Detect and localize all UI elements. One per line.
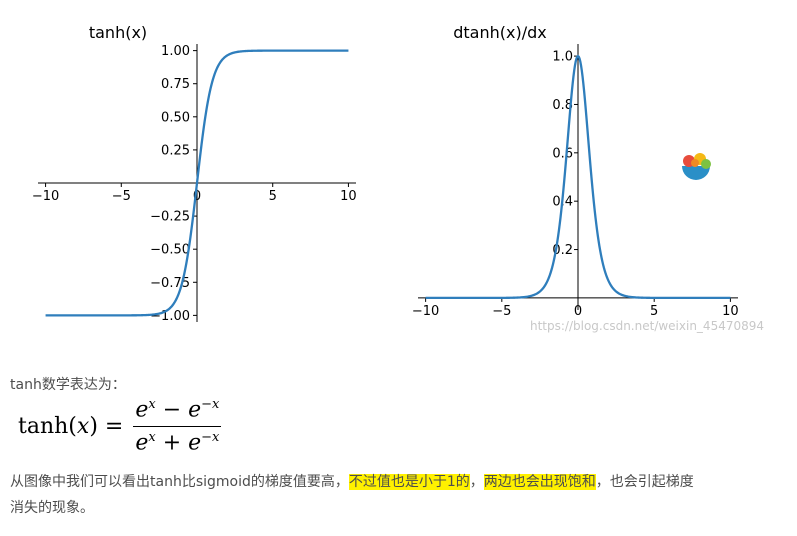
x-tick-label: 5 bbox=[269, 189, 277, 204]
x-tick-label: 5 bbox=[650, 304, 658, 319]
x-tick-label: 10 bbox=[340, 189, 357, 204]
x-tick-label: −5 bbox=[492, 304, 511, 319]
formula-lhs: tanh(x) = bbox=[18, 413, 124, 439]
series-line bbox=[425, 54, 731, 300]
y-tick-label: 1.00 bbox=[161, 44, 190, 59]
y-tick-label: 0.25 bbox=[161, 143, 190, 158]
formula-fraction: ex − e−x ex + e−x bbox=[133, 397, 222, 455]
chart-title: dtanh(x)/dx bbox=[453, 23, 546, 42]
conclusion-line-1: 从图像中我们可以看出tanh比sigmoid的梯度值要高，不过值也是小于1的，两… bbox=[10, 474, 694, 490]
figure: tanh(x)−10 −5 0 5 101.000.750.500.25−0.25−0.… bbox=[32, 23, 764, 333]
y-tick-label: 0.6 bbox=[552, 146, 573, 161]
watermark: https://blog.csdn.net/weixin_45470894 bbox=[530, 319, 764, 333]
formula-denominator: ex + e−x bbox=[135, 429, 220, 455]
x-tick-label: −10 bbox=[32, 189, 59, 204]
x-tick-label: 0 bbox=[574, 304, 582, 319]
x-tick-label: −5 bbox=[112, 189, 131, 204]
y-tick-label: 0.8 bbox=[552, 98, 573, 113]
y-tick-label: 0.75 bbox=[161, 77, 190, 92]
y-tick-label: 1.0 bbox=[552, 50, 573, 65]
y-tick-label: 0.50 bbox=[161, 110, 190, 125]
tanh-formula: tanh(x) = ex − e−x ex + e−x bbox=[18, 392, 222, 460]
conclusion-line-2: 消失的现象。 bbox=[10, 500, 94, 516]
y-tick-label: −0.50 bbox=[150, 243, 190, 258]
formula-numerator: ex − e−x bbox=[135, 397, 220, 423]
series-line bbox=[45, 49, 349, 317]
chart-title: tanh(x) bbox=[89, 23, 147, 42]
x-tick-label: 0 bbox=[193, 189, 201, 204]
tanh-chart: tanh(x) −10 −5 0 5 10 1.00 0.75 0.50 0.25 −0.25 −0.… bbox=[32, 23, 357, 324]
highlight-1: 不过值也是小于1的 bbox=[348, 474, 470, 490]
highlight-2: 两边也会出现饱和 bbox=[483, 474, 596, 490]
y-tick-label: −1.00 bbox=[150, 309, 190, 324]
dtanh-chart: dtanh(x)/dx−10 −5 0 5 101.00.80.60.40.2 bbox=[412, 23, 739, 319]
x-tick-label: 10 bbox=[722, 304, 739, 319]
formula-intro: tanh数学表达为： bbox=[10, 377, 126, 393]
y-tick-label: −0.25 bbox=[150, 210, 190, 225]
x-tick-label: −10 bbox=[412, 304, 439, 319]
logo-icon bbox=[682, 153, 711, 180]
